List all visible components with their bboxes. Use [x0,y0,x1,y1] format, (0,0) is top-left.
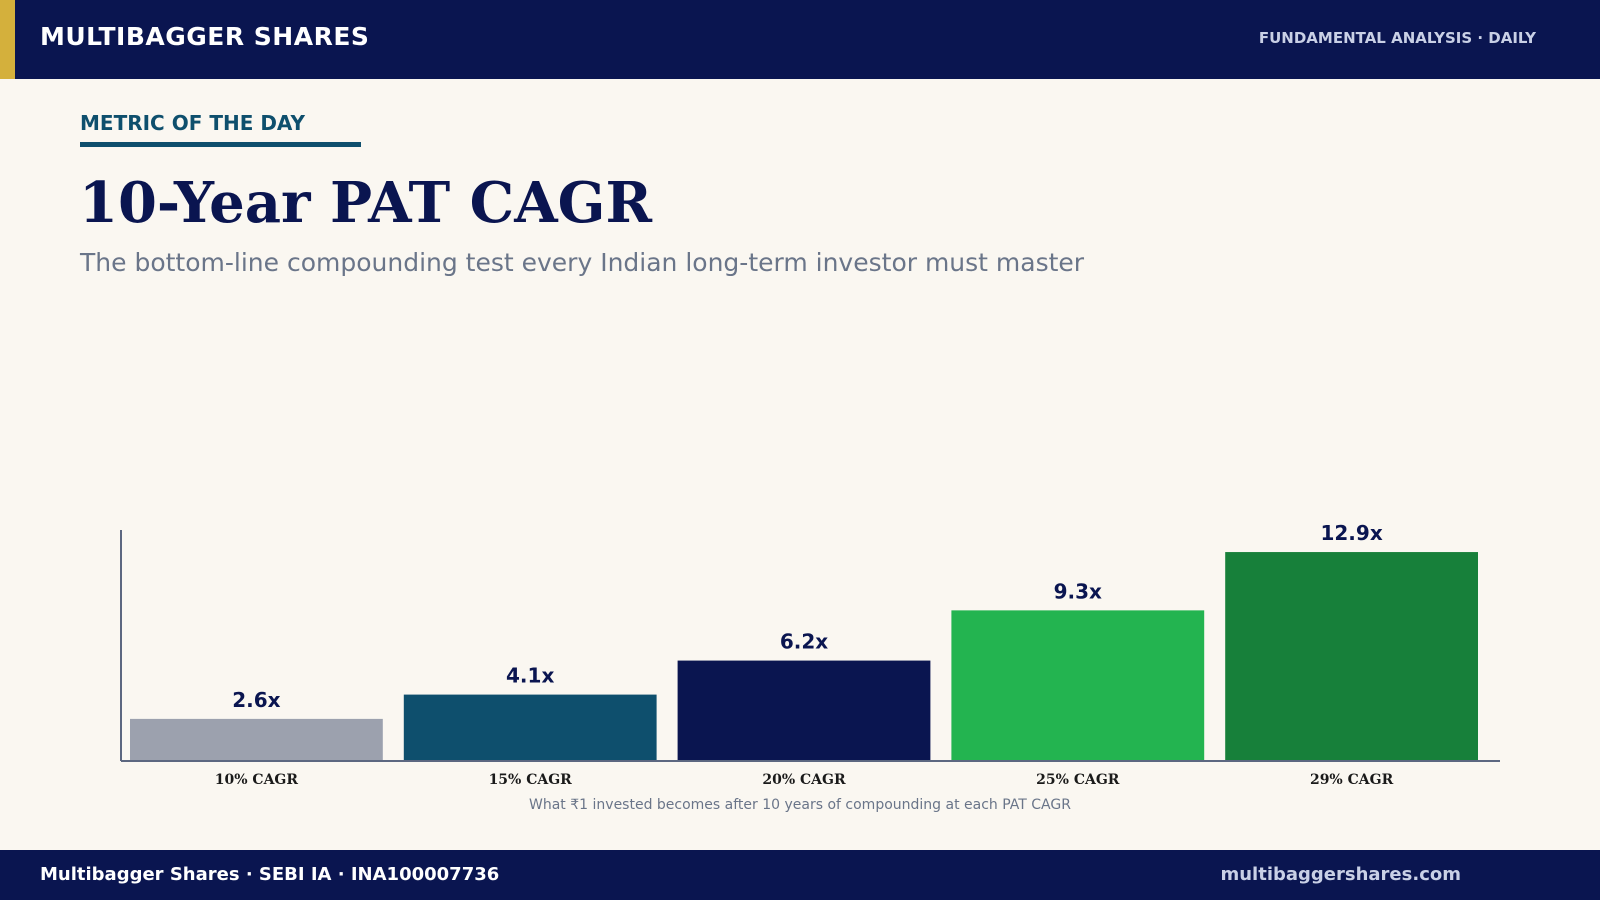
bar-value-label: 9.3x [1054,579,1102,603]
header-accent-stripe [0,0,15,79]
footer-bar: Multibagger Shares · SEBI IA · INA100007… [0,850,1600,900]
bar-1 [130,718,383,761]
x-tick-label: 10% CAGR [215,772,299,788]
x-tick-label: 29% CAGR [1310,772,1394,788]
eyebrow-underline [80,142,361,147]
bar-value-label: 12.9x [1320,521,1382,545]
bar-3 [677,660,931,761]
header-tagline: FUNDAMENTAL ANALYSIS · DAILY [1258,29,1536,47]
header-bar: MULTIBAGGER SHARES FUNDAMENTAL ANALYSIS … [0,0,1600,79]
bar-4 [951,610,1205,761]
eyebrow-label: METRIC OF THE DAY [80,111,305,135]
page-title: 10-Year PAT CAGR [79,170,653,236]
brand-name: MULTIBAGGER SHARES [40,22,370,51]
chart-caption: What ₹1 invested becomes after 10 years … [529,797,1071,813]
footer-credit: Multibagger Shares · SEBI IA · INA100007… [40,864,500,885]
bar-5 [1225,552,1478,761]
x-tick-label: 25% CAGR [1036,772,1120,788]
bar-value-label: 6.2x [780,630,828,654]
footer-website-link[interactable]: multibaggershares.com [1220,864,1461,885]
page-subtitle: The bottom-line compounding test every I… [80,248,1085,277]
x-tick-label: 20% CAGR [762,772,846,788]
bar-chart: 2.6x 10% CAGR 4.1x 15% CAGR 6.2x 20% CAGR 9.3x… [120,521,1500,788]
bar-2 [403,694,657,761]
bar-value-label: 2.6x [232,688,280,712]
bar-value-label: 4.1x [506,664,554,688]
x-tick-label: 15% CAGR [489,772,573,788]
